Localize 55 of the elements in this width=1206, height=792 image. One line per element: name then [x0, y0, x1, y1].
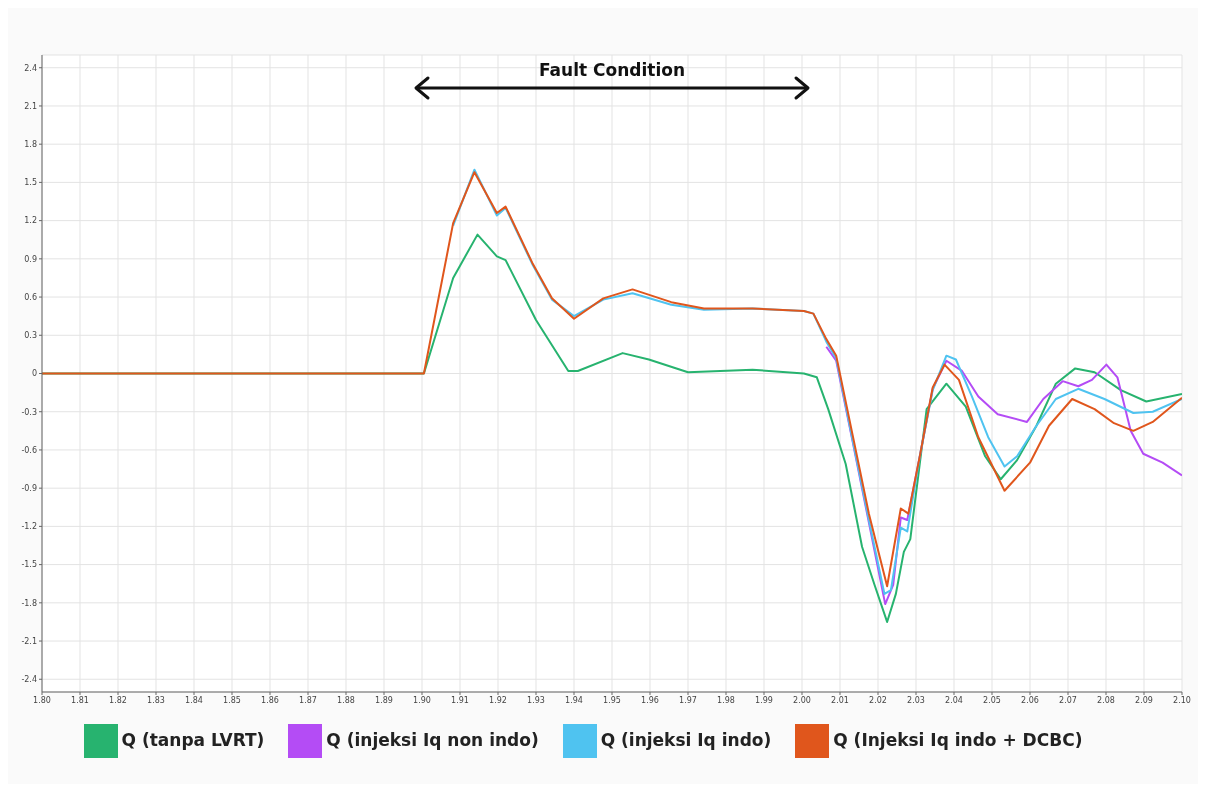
y-tick-label: -1.8 — [21, 598, 37, 608]
y-tick-label: -1.2 — [21, 522, 37, 532]
x-tick-label: 2.10 — [1173, 695, 1191, 705]
y-tick-label: 1.5 — [24, 178, 37, 188]
y-tick-label: 0.3 — [24, 331, 37, 341]
x-tick-label: 1.86 — [261, 695, 279, 705]
x-tick-label: 1.98 — [717, 695, 735, 705]
x-tick-label: 1.84 — [185, 695, 203, 705]
x-tick-label: 1.81 — [71, 695, 89, 705]
y-tick-label: -0.6 — [21, 445, 37, 455]
x-tick-label: 1.92 — [489, 695, 507, 705]
x-tick-label: 1.97 — [679, 695, 697, 705]
y-tick-label: 2.1 — [24, 101, 37, 111]
x-tick-label: 2.02 — [869, 695, 887, 705]
x-tick-label: 2.06 — [1021, 695, 1039, 705]
annotation: Fault Condition — [538, 60, 686, 80]
y-tick-label: 0 — [31, 369, 37, 379]
x-tick-label: 1.96 — [641, 695, 659, 705]
x-tick-label: 2.05 — [983, 695, 1001, 705]
x-tick-label: 2.03 — [907, 695, 925, 705]
y-tick-label: 1.8 — [24, 140, 37, 150]
x-tick-label: 1.82 — [109, 695, 127, 705]
x-tick-label: 2.01 — [831, 695, 849, 705]
y-tick-label: -2.4 — [21, 675, 37, 685]
x-tick-label: 1.91 — [451, 695, 469, 705]
x-tick-label: 2.00 — [793, 695, 811, 705]
y-tick-label: -0.3 — [21, 407, 37, 417]
legend-label: Q (Injeksi Iq indo + DCBC) — [833, 729, 1083, 750]
y-tick-label: 2.4 — [24, 63, 37, 73]
x-tick-label: 2.08 — [1097, 695, 1115, 705]
x-tick-label: 1.85 — [223, 695, 241, 705]
x-tick-label: 2.07 — [1059, 695, 1077, 705]
x-tick-label: 1.87 — [299, 695, 317, 705]
legend-label: Q (injeksi Iq indo) — [600, 729, 772, 750]
x-tick-label: 2.09 — [1135, 695, 1153, 705]
x-tick-label: 2.04 — [945, 695, 963, 705]
x-tick-label: 1.88 — [337, 695, 355, 705]
x-tick-label: 1.99 — [755, 695, 773, 705]
x-tick-label: 1.93 — [527, 695, 545, 705]
legend-label: Q (injeksi Iq non indo) — [326, 729, 539, 750]
y-tick-label: 1.2 — [24, 216, 37, 226]
x-tick-label: 1.83 — [147, 695, 165, 705]
y-tick-label: 0.6 — [24, 292, 37, 302]
y-tick-label: 0.9 — [24, 254, 37, 264]
legend-label: Q (tanpa LVRT) — [121, 729, 265, 750]
y-tick-label: -0.9 — [21, 484, 37, 493]
x-tick-label: 1.89 — [375, 695, 393, 705]
x-tick-label: 1.90 — [413, 695, 431, 705]
x-tick-label: 1.80 — [33, 695, 51, 705]
y-tick-label: -2.1 — [21, 636, 37, 646]
line-series — [452, 168, 1182, 595]
x-tick-label: 1.95 — [603, 695, 621, 705]
x-tick-label: 1.94 — [565, 695, 583, 705]
line-series — [42, 171, 1182, 588]
y-tick-label: -1.5 — [21, 560, 37, 570]
